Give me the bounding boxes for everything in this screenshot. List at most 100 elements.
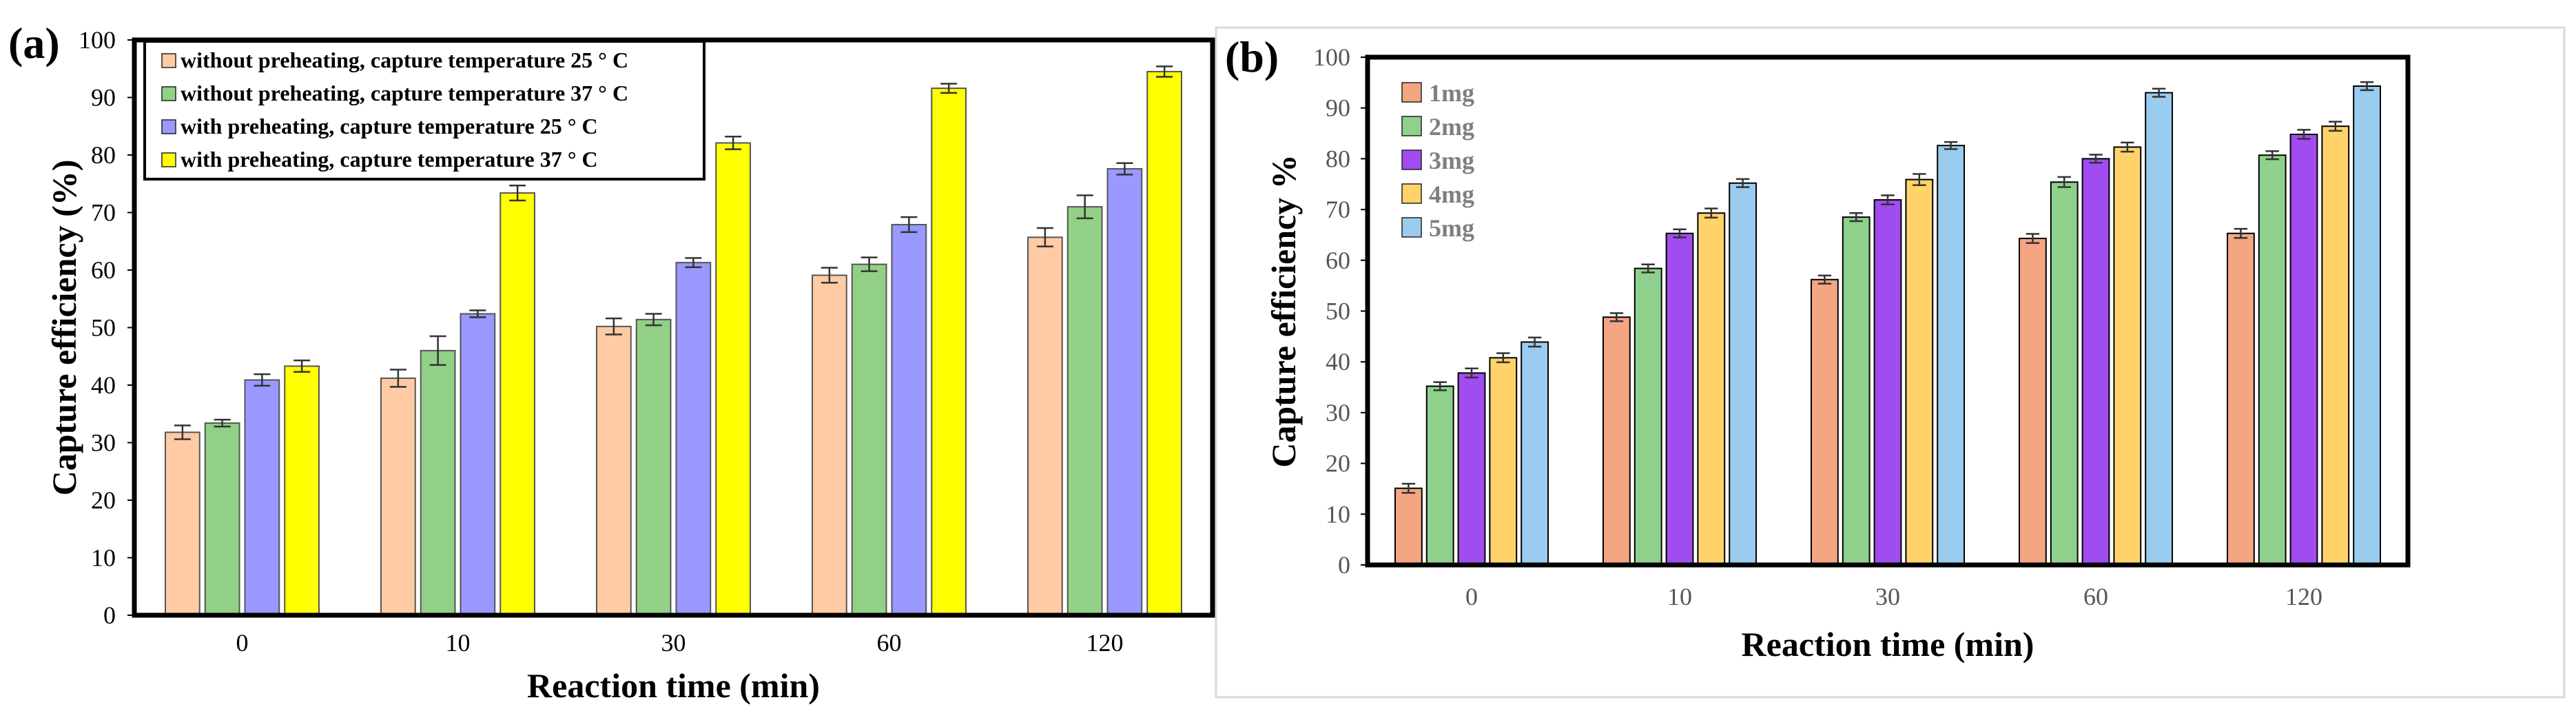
bar — [931, 87, 967, 616]
error-bar — [2026, 233, 2040, 244]
error-bar — [1076, 194, 1093, 220]
error-bar — [2089, 154, 2103, 164]
error-bar — [1913, 173, 1926, 186]
bar — [420, 349, 456, 616]
x-tick-label: 0 — [1465, 583, 1478, 610]
error-bar — [725, 136, 742, 150]
error-bar — [389, 369, 406, 388]
panel-b-error-bars — [1401, 81, 2374, 494]
bar — [1937, 145, 1965, 566]
panel-b-legend-swatch — [1401, 150, 1422, 170]
panel-b-legend-swatch — [1401, 116, 1422, 136]
error-bar — [1401, 482, 1416, 494]
panel-a-legend-label: with preheating, capture temperature 37 … — [181, 147, 598, 172]
panel-b-legend-swatch — [1401, 82, 1422, 103]
error-bar — [2234, 227, 2248, 239]
error-bar — [429, 335, 446, 367]
y-tick-label: 70 — [91, 199, 116, 227]
error-bar — [821, 267, 838, 284]
y-tick-label: 90 — [91, 84, 116, 112]
error-bar — [2297, 129, 2311, 140]
error-bar — [1609, 312, 1624, 322]
panel-b-x-axis-title: Reaction time (min) — [1742, 625, 2034, 663]
error-bar — [900, 216, 918, 234]
bar — [165, 431, 200, 616]
panel-a-x-axis-title: Reaction time (min) — [527, 666, 820, 705]
panel-b-chart: (b) 0 10 20 30 40 50 60 70 80 90 100 0 10 30 60 120 Re… — [1215, 26, 2566, 699]
bar — [204, 422, 240, 616]
bar — [2050, 181, 2079, 566]
panel-a-legend-label: without preheating, capture temperature … — [181, 81, 628, 105]
y-tick-label: 0 — [103, 601, 116, 629]
bar — [2019, 238, 2047, 566]
panel-a-legend-item: with preheating, capture temperature 25 … — [161, 114, 598, 138]
bar — [1457, 372, 1486, 566]
x-tick-label: 30 — [1875, 583, 1900, 610]
error-bar — [509, 185, 526, 202]
bar — [2227, 232, 2255, 566]
error-bar — [1817, 274, 1832, 285]
panel-b-legend-label: 4mg — [1429, 181, 1474, 208]
bar — [715, 142, 751, 616]
panel-b-legend-label: 1mg — [1429, 79, 1474, 107]
error-bar — [645, 313, 662, 327]
error-bar — [1673, 228, 1687, 238]
panel-a-error-bars — [174, 65, 1173, 440]
panel-b-legend-item: 2mg — [1401, 113, 1474, 141]
bar — [1521, 341, 1549, 566]
panel-a-bars — [165, 70, 1182, 617]
bar — [2113, 146, 2142, 566]
panel-a-legend-label: without preheating, capture temperature … — [181, 48, 628, 72]
error-bar — [469, 309, 486, 318]
panel-b-plot-frame — [1365, 54, 2411, 568]
error-bar — [1704, 207, 1718, 219]
error-bar — [605, 317, 622, 336]
error-bar — [685, 257, 702, 269]
panel-b-letter: (b) — [1225, 32, 1279, 81]
y-tick-label: 60 — [1326, 247, 1350, 274]
panel-b-legend-swatch — [1401, 183, 1422, 204]
y-tick-label: 50 — [1326, 298, 1350, 325]
y-tick-label: 100 — [1313, 43, 1350, 71]
error-bar — [2152, 87, 2166, 98]
panel-a-y-axis-title: Capture efficiency (%) — [45, 160, 83, 496]
bar — [1067, 206, 1103, 616]
bar — [851, 263, 887, 616]
panel-b-legend: 1mg 2mg 3mg 4mg 5mg — [1401, 79, 1474, 242]
panel-b-outer-border — [1215, 26, 2566, 699]
error-bar — [1116, 162, 1133, 176]
panel-a-legend-swatch — [161, 119, 176, 134]
bar — [1634, 267, 1662, 566]
error-bar — [2265, 150, 2279, 161]
panel-a-legend-swatch — [161, 53, 176, 68]
y-tick-label: 90 — [1326, 94, 1350, 122]
y-tick-label: 30 — [1326, 399, 1350, 426]
panel-b-y-axis-title: Capture efficiency % — [1264, 154, 1303, 468]
bar — [1394, 487, 1423, 566]
bar — [2289, 134, 2318, 566]
y-tick-label: 50 — [91, 314, 116, 342]
bar — [1106, 168, 1143, 617]
bar — [2081, 158, 2110, 566]
bar — [1665, 232, 1694, 566]
panel-b-bars — [1394, 85, 2381, 566]
panel-b-legend-label: 5mg — [1429, 214, 1474, 242]
bar — [1146, 70, 1182, 617]
y-tick-label: 40 — [1326, 348, 1350, 375]
error-bar — [1849, 212, 1863, 223]
bar — [1905, 178, 1934, 566]
panel-a-x-ticks: 0 10 30 60 120 — [236, 629, 1124, 657]
bar — [891, 224, 927, 617]
bar — [675, 262, 712, 616]
panel-b-legend-swatch — [1401, 217, 1422, 238]
error-bar — [940, 83, 958, 94]
error-bar — [1527, 336, 1542, 348]
x-tick-label: 10 — [1667, 583, 1692, 610]
error-bar — [1881, 194, 1895, 205]
x-tick-label: 60 — [877, 629, 902, 657]
error-bar — [2360, 81, 2374, 92]
panel-a-legend: without preheating, capture temperature … — [143, 40, 705, 181]
panel-b-legend-item: 3mg — [1401, 147, 1474, 174]
y-tick-label: 100 — [79, 26, 116, 54]
